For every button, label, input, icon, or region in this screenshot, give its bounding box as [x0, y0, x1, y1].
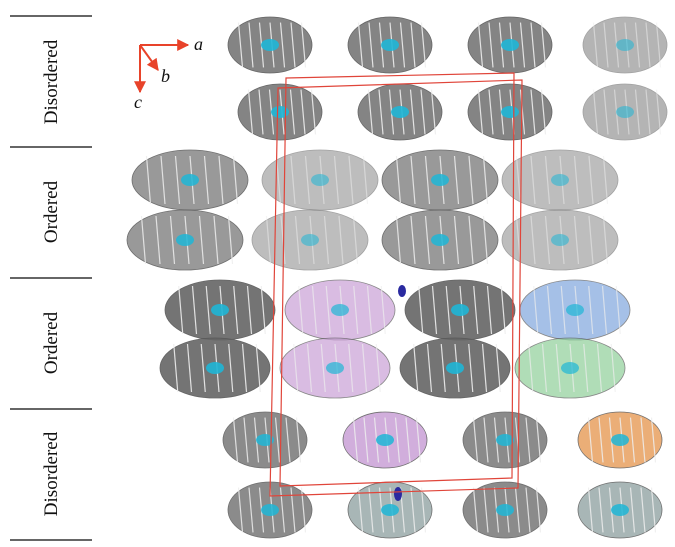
chromophore: [431, 234, 449, 246]
chromophore: [381, 504, 399, 516]
figure-canvas: Disordered Ordered Ordered Disordered a …: [0, 0, 675, 547]
chromophore: [451, 304, 469, 316]
chromophore: [566, 304, 584, 316]
axis-label: c: [134, 92, 142, 112]
chromophore: [561, 362, 579, 374]
chromophore: [376, 434, 394, 446]
row-label: Ordered: [41, 311, 62, 374]
figure: Disordered Ordered Ordered Disordered a …: [0, 0, 675, 547]
chromophore: [496, 434, 514, 446]
row-label: Disordered: [41, 431, 62, 516]
chromophore: [551, 234, 569, 246]
chromophore: [616, 106, 634, 118]
chromophore: [611, 504, 629, 516]
chromophore: [311, 174, 329, 186]
chromophore: [501, 106, 519, 118]
chromophore: [446, 362, 464, 374]
chromophore: [611, 434, 629, 446]
chromophore: [176, 234, 194, 246]
chromophore: [551, 174, 569, 186]
chromophore: [261, 39, 279, 51]
chromophore: [431, 174, 449, 186]
ion: [398, 285, 406, 297]
chromophore: [391, 106, 409, 118]
chromophore: [326, 362, 344, 374]
chromophore: [181, 174, 199, 186]
chromophore: [206, 362, 224, 374]
chromophore: [261, 504, 279, 516]
chromophore: [211, 304, 229, 316]
ion: [394, 487, 402, 501]
chromophore: [331, 304, 349, 316]
chromophore: [501, 39, 519, 51]
chromophore: [301, 234, 319, 246]
chromophore: [271, 106, 289, 118]
axis-label: a: [194, 34, 203, 54]
axis-label: b: [161, 66, 170, 86]
chromophore: [381, 39, 399, 51]
chromophore: [496, 504, 514, 516]
chromophore: [616, 39, 634, 51]
row-label: Ordered: [41, 180, 62, 243]
row-label: Disordered: [41, 39, 62, 124]
crystal-packing: [127, 17, 667, 538]
